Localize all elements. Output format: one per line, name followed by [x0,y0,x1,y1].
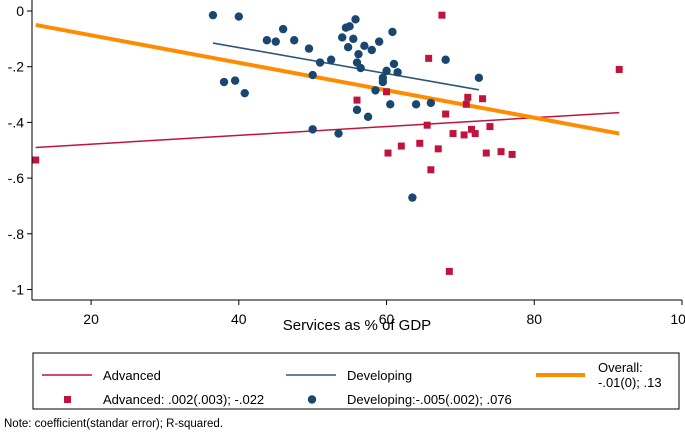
developing-point [371,86,380,95]
developing-point [352,105,362,115]
legend: Advanced Developing Overall: -.01(0); .1… [32,352,680,410]
developing-point [290,36,299,45]
developing-point [389,59,399,69]
developing-point [208,10,218,20]
data-points-layer [32,10,623,275]
developing-point [356,63,365,73]
developing-point [386,100,395,109]
axes-layer [31,0,682,301]
legend-advanced-marker [64,396,71,403]
advanced-point [416,139,424,147]
x-tick-label: 20 [83,311,99,327]
advanced-point [486,123,494,131]
developing-point [360,41,369,51]
developing-point [308,125,317,134]
developing-point [308,70,317,80]
overall-fit-line [35,22,620,136]
legend-developing-label: Developing [347,368,412,383]
legend-developing-fit-label: Developing:-.005(.002); .076 [347,392,512,407]
developing-point [382,66,391,76]
developing-point [345,22,354,31]
advanced-point [482,149,490,157]
advanced-point [462,100,470,108]
developing-point [367,45,376,55]
developing-point [304,44,314,53]
y-tick-label: 0 [16,3,24,19]
legend-overall-label-1: Overall: [598,360,643,375]
legend-advanced-fit-label: Advanced: .002(.003); -.022 [103,392,264,407]
advanced-point [397,142,405,150]
developing-point [219,77,229,87]
developing-point [354,49,363,59]
developing-point [315,58,325,67]
chart-note: Note: coefficient(standar error); R-squa… [4,418,224,430]
x-tick-label: 60 [379,311,395,327]
legend-box [32,352,680,410]
y-tick-label: -.6 [8,170,25,186]
advanced-point [32,156,40,164]
x-tick-label: 40 [231,311,247,327]
advanced-point [425,54,433,62]
developing-point [234,12,244,21]
advanced-point [442,110,450,118]
advanced-point [384,149,392,157]
developing-point [374,37,384,46]
advanced-point [471,130,479,138]
developing-point [441,55,450,64]
advanced-point [445,267,453,275]
developing-point [338,33,347,42]
y-tick-layer: 0 -.2 -.4 -.6 -.8 -1 [8,3,32,298]
advanced-fit-line [35,111,620,149]
advanced-point [427,166,435,174]
developing-point [388,27,397,37]
developing-point [262,36,272,45]
developing-point [408,193,417,202]
developing-point [426,98,436,108]
advanced-point [423,121,431,129]
y-tick-label: -1 [12,282,25,298]
advanced-point [508,150,516,158]
advanced-point [460,131,468,139]
advanced-point [467,125,475,133]
advanced-point [464,93,472,101]
y-tick-label: -.8 [8,226,25,242]
developing-point [240,88,249,98]
developing-point [393,68,402,77]
x-tick-label: 80 [526,311,542,327]
developing-point [334,129,343,138]
advanced-point [479,95,487,103]
fit-lines-layer [35,22,620,149]
advanced-point [449,130,457,138]
x-tick-layer: 20 40 60 80 100 [83,300,685,327]
developing-point [349,34,358,44]
developing-point [343,43,353,52]
developing-point [326,55,336,64]
developing-point [271,37,280,46]
legend-advanced-label: Advanced [103,368,161,383]
legend-developing-marker [307,395,317,404]
y-tick-label: -.2 [8,59,25,75]
developing-point [474,73,484,83]
advanced-point [615,65,623,73]
advanced-point [383,88,391,96]
x-axis-label: Services as % of GDP [283,317,431,334]
x-tick-label: 100 [670,311,685,327]
advanced-point [434,145,442,153]
legend-overall-label-2: -.01(0); .13 [598,375,662,390]
developing-point [230,76,240,85]
developing-point [363,112,373,122]
developing-point [378,77,388,87]
developing-point [351,15,360,24]
advanced-point [438,11,446,19]
developing-fit-line [212,42,480,91]
developing-point [278,24,288,34]
advanced-point [353,96,361,104]
developing-point [411,100,421,109]
y-tick-label: -.4 [8,114,25,130]
advanced-point [497,148,505,156]
